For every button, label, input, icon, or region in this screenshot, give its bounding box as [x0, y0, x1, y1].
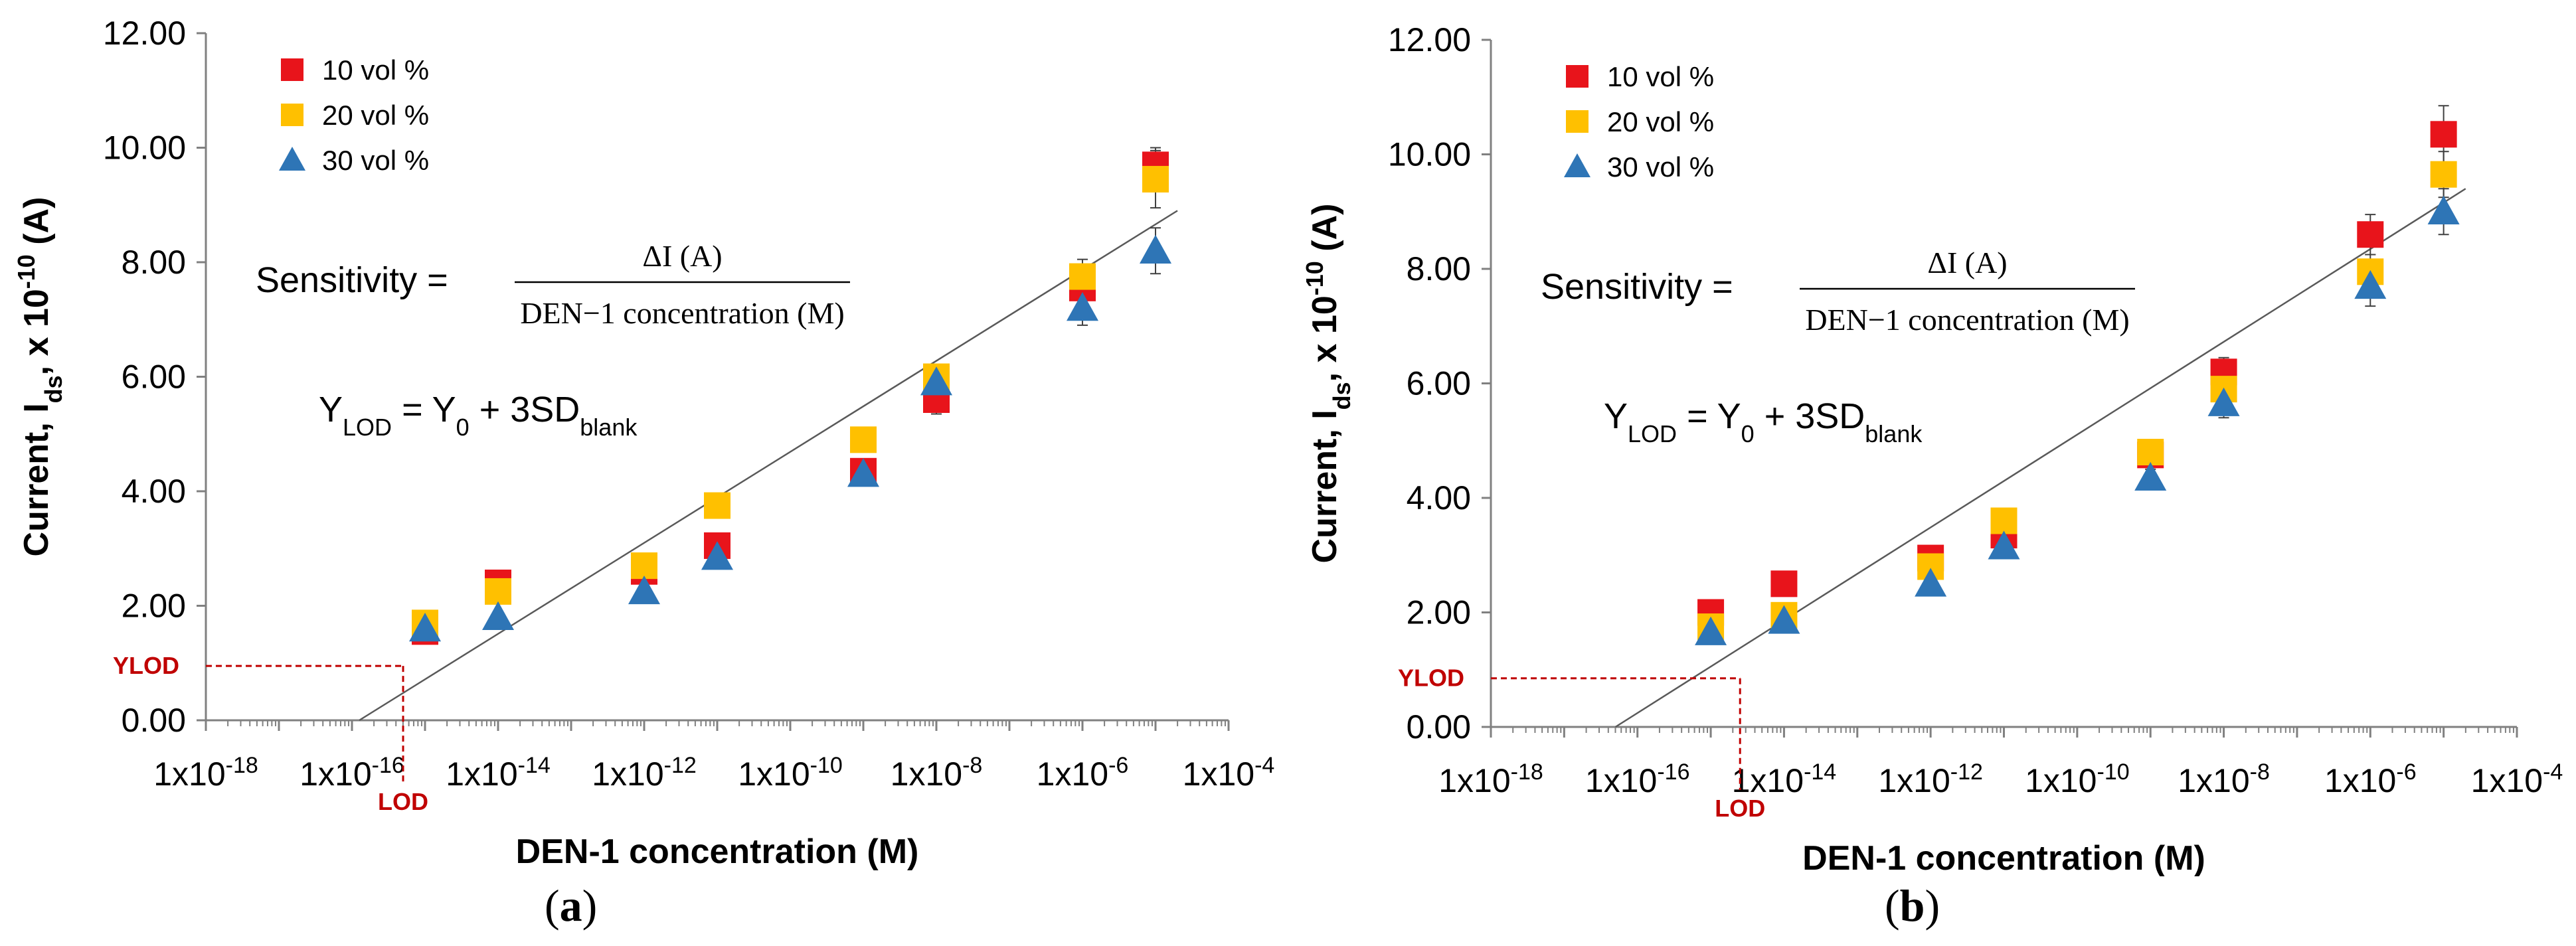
chart-a-legend-label-3: 30 vol %: [322, 145, 429, 176]
chart-b-series-1-point: [1770, 570, 1798, 597]
chart-a-series-2-point: [631, 552, 657, 580]
chart-a-y-tick-label: 12.00: [103, 15, 186, 52]
chart-b-series-2-point: [1990, 507, 2018, 534]
chart-b-legend-marker-1: [1566, 65, 1589, 88]
chart-a-x-tick-label: 1x10-16: [300, 753, 404, 793]
chart-a-ylod-formula: YLOD = Y0 + 3SDblank: [319, 390, 638, 441]
chart-a-y-tick-label: 6.00: [122, 358, 186, 396]
caption-a: (a): [545, 880, 598, 931]
chart-a-legend-label-2: 20 vol %: [322, 100, 429, 131]
chart-a-y-tick-label: 10.00: [103, 129, 186, 167]
chart-b-ylod-label: YLOD: [1398, 665, 1464, 692]
chart-b-y-tick-label: 8.00: [1407, 250, 1471, 287]
chart-b-lod-label: LOD: [1715, 795, 1765, 822]
chart-b-legend-label-3: 30 vol %: [1607, 151, 1714, 183]
chart-a-series-3-point: [409, 613, 441, 642]
chart-a-y-tick-label: 8.00: [122, 244, 186, 281]
chart-b-series-3-point: [1695, 616, 1727, 645]
chart-a-series-3-point: [701, 541, 733, 570]
chart-b-series-3-point: [2354, 270, 2387, 299]
chart-b-x-tick-label: 1x10-12: [1878, 759, 1983, 799]
chart-a-y-tick-label: 4.00: [122, 473, 186, 510]
chart-a-sensitivity-label: Sensitivity =: [256, 260, 448, 300]
chart-b-x-tick-label: 1x10-14: [1732, 759, 1837, 799]
chart-a-x-tick-label: 1x10-18: [153, 753, 258, 793]
chart-b-series-1-point: [2430, 121, 2457, 148]
chart-a-y-axis-title: Current, Ids, x 10-10 (A): [13, 197, 67, 557]
chart-a-series-3-point: [482, 601, 514, 630]
chart-b-x-axis-title: DEN-1 concentration (M): [1802, 839, 2205, 876]
chart-b-fit-line: [1614, 188, 2466, 728]
chart-b-y-tick-label: 6.00: [1407, 365, 1471, 402]
chart-b-ylod-formula: YLOD = Y0 + 3SDblank: [1604, 396, 1923, 447]
chart-b-series-2-point: [2430, 161, 2457, 188]
chart-a-series-3-point: [1067, 292, 1098, 321]
chart-a-x-tick-label: 1x10-8: [891, 753, 983, 793]
chart-b-x-tick-label: 1x10-4: [2471, 759, 2563, 799]
chart-a-ylod-label: YLOD: [113, 652, 179, 679]
chart-b-sensitivity-denominator: DEN−1 concentration (M): [1805, 303, 2129, 337]
chart-b-legend-label-2: 20 vol %: [1607, 106, 1714, 137]
chart-b-series-3-point: [1988, 530, 2020, 560]
chart-a-series-3-point: [628, 575, 660, 605]
chart-b-series-3-point: [1768, 605, 1800, 634]
chart-a-x-tick-label: 1x10-10: [738, 753, 843, 793]
chart-b-series-3-point: [2134, 461, 2167, 491]
chart-b-y-tick-label: 0.00: [1407, 708, 1471, 746]
chart-b-y-tick-label: 10.00: [1388, 136, 1471, 173]
chart-a-series-2-point: [1142, 165, 1169, 193]
chart-a-x-axis-title: DEN-1 concentration (M): [516, 832, 919, 871]
chart-b-y-tick-label: 4.00: [1407, 479, 1471, 516]
caption-b: (b): [1885, 880, 1940, 931]
chart-b-x-tick-label: 1x10-6: [2324, 759, 2417, 799]
chart-a-sensitivity-denominator: DEN−1 concentration (M): [520, 296, 844, 330]
chart-b-legend-marker-2: [1566, 110, 1589, 133]
chart-a-x-tick-label: 1x10-12: [592, 753, 697, 793]
chart-a-x-tick-label: 1x10-6: [1037, 753, 1129, 793]
chart-a-fit-line: [359, 210, 1178, 722]
chart-b-series-3-point: [2427, 195, 2460, 224]
chart-panel-b: 0.00 2.00 4.00 6.00 8.00 10.00 12.00 1x10-18 1x1…: [1288, 0, 2576, 946]
chart-a-series-3-point: [920, 366, 952, 396]
chart-a-series-2-point: [1069, 263, 1096, 290]
chart-b-x-tick-label: 1x10-8: [2178, 759, 2270, 799]
chart-b-x-tick-label: 1x10-16: [1585, 759, 1690, 799]
chart-a-series-2-point: [485, 578, 511, 605]
chart-b-legend-label-1: 10 vol %: [1607, 61, 1714, 92]
chart-b-sensitivity-numerator: ΔI (A): [1927, 246, 2007, 279]
chart-a-y-tick-label: 0.00: [122, 702, 186, 739]
chart-b-y-tick-label: 12.00: [1388, 21, 1471, 58]
chart-a-series-2-point: [850, 426, 877, 453]
chart-b-svg: 0.00 2.00 4.00 6.00 8.00 10.00 12.00 1x10-18 1x1…: [1301, 21, 2563, 876]
chart-b-series-3-point: [1915, 568, 1947, 597]
chart-panel-a: 0.00 2.00 4.00 6.00 8.00 10.00 12.00 1x10-18 1x1…: [13, 15, 1275, 871]
chart-b-x-tick-label: 1x10-18: [1438, 759, 1543, 799]
chart-b-y-axis-title: Current, Ids, x 10-10 (A): [1301, 204, 1355, 564]
chart-a-lod-label: LOD: [378, 788, 428, 815]
chart-a-x-tick-label: 1x10-14: [446, 753, 551, 793]
chart-a-legend-marker-2: [281, 104, 303, 126]
chart-b-x-tick-label: 1x10-10: [2025, 759, 2130, 799]
chart-a-legend-marker-3: [279, 147, 305, 171]
chart-a-series-2-point: [704, 492, 730, 519]
chart-a-x-tick-label: 1x10-4: [1183, 753, 1275, 793]
chart-a-y-tick-label: 2.00: [122, 588, 186, 625]
chart-a-legend-label-1: 10 vol %: [322, 54, 429, 86]
chart-a-series-3-point: [1140, 234, 1171, 264]
chart-a-series-3-point: [847, 458, 879, 487]
chart-a-sensitivity-numerator: ΔI (A): [642, 239, 722, 273]
chart-b-legend-marker-3: [1564, 153, 1590, 177]
chart-b-sensitivity-label: Sensitivity =: [1541, 267, 1733, 307]
chart-b-series-3-point: [2207, 387, 2240, 416]
chart-a-legend-marker-1: [281, 58, 303, 81]
chart-b-series-1-point: [2357, 221, 2384, 248]
chart-b-series-2-point: [2137, 439, 2164, 465]
chart-b-y-tick-label: 2.00: [1407, 594, 1471, 631]
chart-a-svg: 0.00 2.00 4.00 6.00 8.00 10.00 12.00 1x10-18 1x1…: [13, 15, 1275, 871]
